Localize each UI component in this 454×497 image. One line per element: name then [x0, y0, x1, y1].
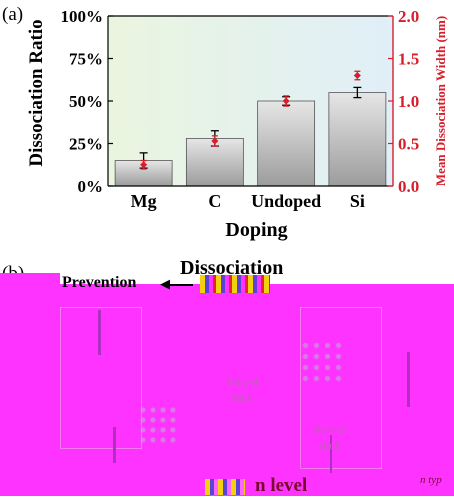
right-bar-bottom [330, 435, 332, 473]
x-tick-label: Undoped [251, 191, 321, 211]
y-tick-label: 50% [69, 92, 103, 111]
y2-tick-label: 0.0 [398, 177, 419, 196]
redaction-overlay [0, 284, 454, 496]
prevention-label: Prevention [62, 274, 137, 291]
atom-cluster-left [138, 405, 178, 445]
width-point [140, 161, 148, 169]
diagram-title: Dissociation [180, 257, 284, 279]
right-bar [407, 352, 410, 407]
panel-b: (b) Dissociation Prevention ◀ Mixed shel… [0, 255, 454, 496]
atom-cluster-bottom [205, 479, 245, 495]
y-tick-label: 100% [61, 7, 104, 26]
y2-tick-label: 0.5 [398, 135, 419, 154]
width-point [353, 72, 361, 79]
typ-label: n typ [420, 474, 442, 486]
left-arrow-icon: ◀ [160, 276, 170, 291]
y2-tick-label: 1.5 [398, 50, 419, 69]
atom-cluster-top [200, 275, 270, 293]
mixed-shell-label: Mixed shell [226, 375, 258, 404]
arrow-line [163, 284, 193, 286]
atom-cluster-right [300, 340, 345, 385]
x-tick-label: C [208, 191, 221, 211]
left-bar-top [98, 310, 101, 355]
bar-undoped [257, 100, 316, 187]
overlay-left-tab [0, 273, 60, 303]
width-point [211, 137, 219, 145]
width-point [282, 97, 290, 105]
bar-si [328, 92, 387, 187]
y2-tick-label: 2.0 [398, 7, 419, 26]
x-tick-label: Mg [131, 191, 157, 211]
y-tick-label: 25% [69, 135, 103, 154]
right-box-outline [300, 307, 382, 469]
y2-axis-title: Mean Dissociation Width (nm) [433, 16, 448, 186]
x-tick-label: Si [350, 191, 365, 211]
partial-shell-label: Partial shell [314, 423, 346, 452]
panel-a: 0% 25% 50% 75% 100% 0.0 0.5 1.0 1.5 2.0 Mg C Undoped… [2, 4, 448, 241]
y-tick-label: 0% [78, 177, 104, 196]
bottom-label: n level [255, 475, 308, 496]
x-axis-title: Doping [225, 219, 287, 241]
panel-a-label: (a) [2, 4, 24, 25]
left-bar-bottom [113, 427, 116, 463]
y-axis-title: Dissociation Ratio [26, 19, 47, 166]
left-box-outline [60, 307, 142, 449]
y2-tick-label: 1.0 [398, 92, 419, 111]
dissociation-chart: 0% 25% 50% 75% 100% 0.0 0.5 1.0 1.5 2.0 Mg C Undoped… [26, 7, 448, 241]
y-tick-label: 75% [69, 50, 103, 69]
